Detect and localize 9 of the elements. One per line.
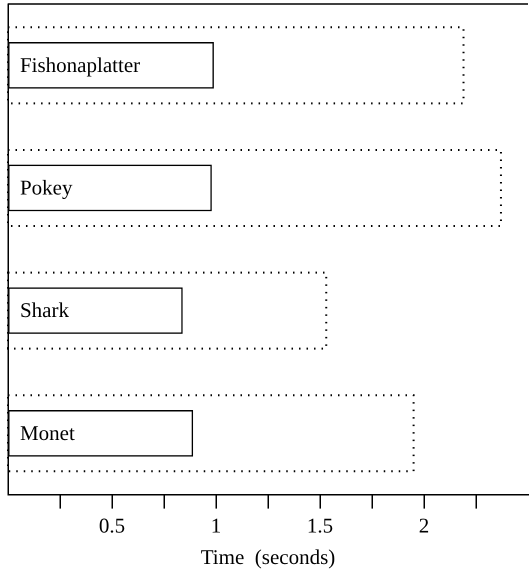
x-tick-label: 0.5 [98, 514, 126, 538]
x-axis-title: Time (seconds) [200, 544, 336, 569]
x-tick-label: 2 [418, 514, 430, 538]
y-tick-label: Pokey [20, 175, 73, 200]
y-tick-label: Shark [20, 298, 70, 322]
x-tick-label: 1.5 [306, 514, 334, 538]
y-tick-label: Monet [20, 420, 75, 445]
x-tick-label: 1 [210, 514, 222, 538]
y-tick-label: Fishonaplatter [20, 52, 140, 77]
